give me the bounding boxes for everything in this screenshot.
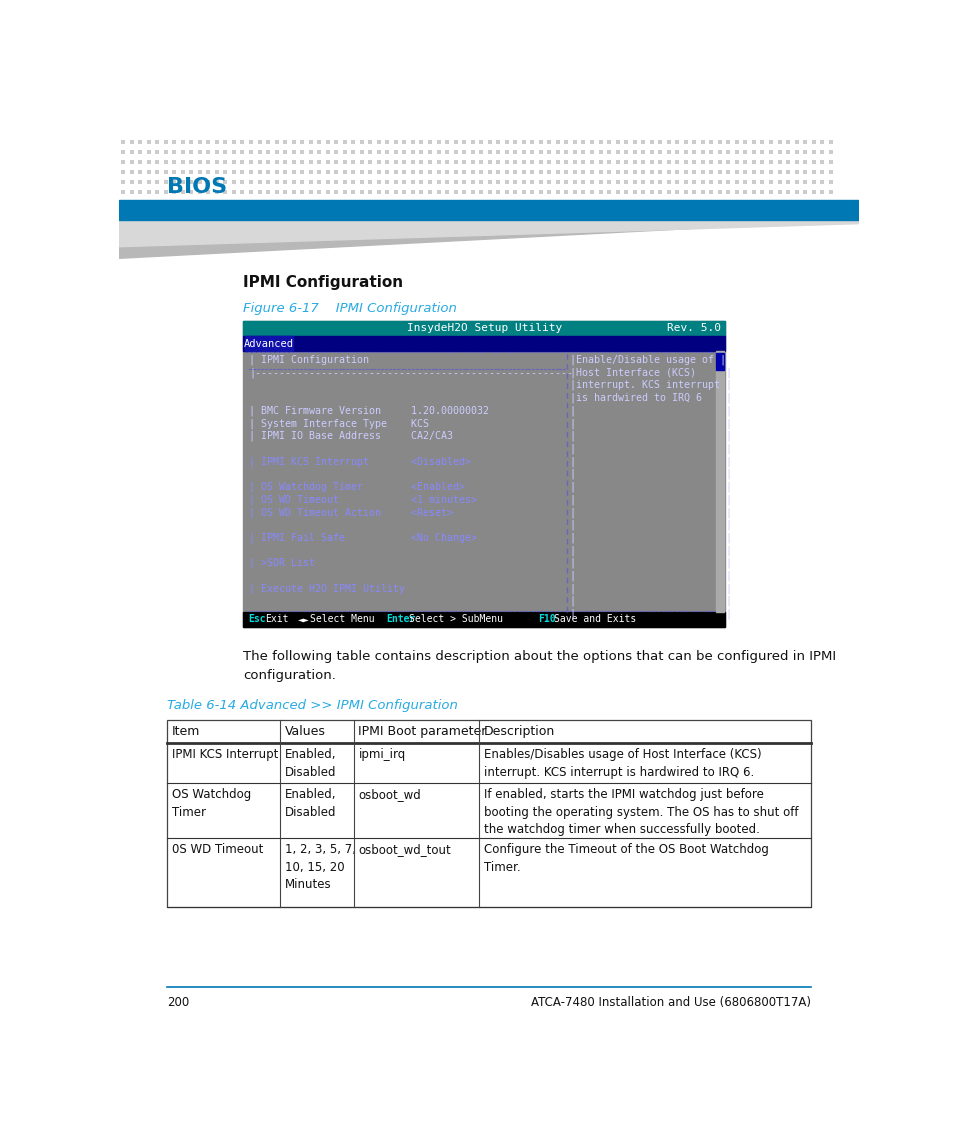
Text: |                         |: | |: [570, 583, 732, 594]
Bar: [716, 352, 723, 611]
Text: Item: Item: [172, 725, 200, 737]
Text: |                         |: | |: [570, 469, 732, 480]
Text: |                         |: | |: [570, 431, 732, 441]
Text: 1, 2, 3, 5, 7,
10, 15, 20
Minutes: 1, 2, 3, 5, 7, 10, 15, 20 Minutes: [284, 844, 355, 892]
Text: | IPMI Fail Safe           <No Change>: | IPMI Fail Safe <No Change>: [249, 532, 476, 543]
Text: Configure the Timeout of the OS Boot Watchdog
Timer.: Configure the Timeout of the OS Boot Wat…: [483, 844, 768, 874]
Text: Select Menu: Select Menu: [310, 615, 375, 624]
Bar: [243, 337, 724, 352]
Bar: [243, 611, 724, 627]
Text: |is hardwired to IRQ 6    |: |is hardwired to IRQ 6 |: [570, 393, 732, 403]
Text: Save and Exits: Save and Exits: [554, 615, 636, 624]
Text: IPMI KCS Interrupt: IPMI KCS Interrupt: [172, 748, 278, 761]
Polygon shape: [119, 220, 858, 259]
Text: BIOS: BIOS: [167, 177, 227, 197]
Text: |                         |: | |: [570, 443, 732, 453]
Text: Enabled,
Disabled: Enabled, Disabled: [284, 788, 335, 819]
Text: osboot_wd_tout: osboot_wd_tout: [358, 844, 451, 856]
Bar: [167, 719, 810, 907]
Text: If enabled, starts the IPMI watchdog just before
booting the operating system. T: If enabled, starts the IPMI watchdog jus…: [483, 788, 798, 836]
Text: |                         |: | |: [570, 495, 732, 505]
Text: | >SDR List: | >SDR List: [249, 558, 315, 568]
Text: |                         |: | |: [570, 545, 732, 555]
Text: Table 6-14 Advanced >> IPMI Configuration: Table 6-14 Advanced >> IPMI Configuratio…: [167, 700, 457, 712]
Text: |interrupt. KCS interrupt |: |interrupt. KCS interrupt |: [570, 380, 732, 390]
Text: Advanced: Advanced: [244, 339, 294, 349]
Text: | System Interface Type    KCS: | System Interface Type KCS: [249, 418, 429, 428]
Text: Enables/Disables usage of Host Interface (KCS)
interrupt. KCS interrupt is hardw: Enables/Disables usage of Host Interface…: [483, 748, 760, 779]
Text: 200: 200: [167, 996, 190, 1009]
Text: ipmi_irq: ipmi_irq: [358, 748, 405, 761]
Text: IPMI Configuration: IPMI Configuration: [243, 275, 403, 290]
Text: |Enable/Disable usage of |: |Enable/Disable usage of |: [570, 355, 725, 365]
Text: ATCA-7480 Installation and Use (6806800T17A): ATCA-7480 Installation and Use (6806800T…: [530, 996, 810, 1009]
Text: |                         |: | |: [570, 482, 732, 492]
Text: |-----------------------------------------------------: |---------------------------------------…: [249, 368, 573, 378]
Text: | IPMI IO Base Address     CA2/CA3: | IPMI IO Base Address CA2/CA3: [249, 431, 453, 441]
Text: Select > SubMenu: Select > SubMenu: [409, 615, 502, 624]
Text: | OS WD Timeout Action     <Reset>: | OS WD Timeout Action <Reset>: [249, 507, 453, 518]
Text: Enabled,
Disabled: Enabled, Disabled: [284, 748, 335, 779]
Text: | BMC Firmware Version     1.20.00000032: | BMC Firmware Version 1.20.00000032: [249, 405, 489, 416]
Bar: [243, 321, 724, 627]
Text: Figure 6-17    IPMI Configuration: Figure 6-17 IPMI Configuration: [243, 302, 456, 315]
Text: | IPMI KCS Interrupt       <Disabled>: | IPMI KCS Interrupt <Disabled>: [249, 456, 471, 467]
Bar: [245, 337, 293, 352]
Text: Values: Values: [284, 725, 325, 737]
Polygon shape: [119, 220, 858, 246]
Bar: [716, 353, 723, 370]
Text: OS Watchdog
Timer: OS Watchdog Timer: [172, 788, 251, 819]
Text: |                         |: | |: [570, 405, 732, 416]
Text: ◄►: ◄►: [298, 615, 310, 624]
Text: | Execute H2O IPMI Utility: | Execute H2O IPMI Utility: [249, 583, 405, 594]
Text: | OS Watchdog Timer        <Enabled>: | OS Watchdog Timer <Enabled>: [249, 482, 465, 492]
Text: |                         |: | |: [570, 507, 732, 518]
Text: | IPMI Configuration: | IPMI Configuration: [249, 355, 369, 365]
Text: |                         |: | |: [570, 570, 732, 581]
Text: |                         |: | |: [570, 418, 732, 428]
Text: osboot_wd: osboot_wd: [358, 788, 421, 802]
Text: |                         |: | |: [570, 558, 732, 568]
Text: |                         |: | |: [570, 595, 732, 607]
Text: Enter: Enter: [385, 615, 415, 624]
Text: |Host Interface (KCS)     |: |Host Interface (KCS) |: [570, 368, 732, 378]
Text: Esc: Esc: [248, 615, 265, 624]
Text: Exit: Exit: [265, 615, 288, 624]
Text: |                         |: | |: [570, 520, 732, 530]
Bar: [119, 199, 858, 220]
Text: InsydeH2O Setup Utility: InsydeH2O Setup Utility: [406, 323, 561, 333]
Text: 0S WD Timeout: 0S WD Timeout: [172, 844, 263, 856]
Text: |                         |: | |: [570, 609, 732, 619]
Text: F10: F10: [537, 615, 556, 624]
Text: IPMI Boot parameter: IPMI Boot parameter: [358, 725, 486, 737]
Text: |                         |: | |: [570, 532, 732, 543]
Text: |                         |: | |: [570, 456, 732, 467]
Text: | OS WD Timeout            <1 minutes>: | OS WD Timeout <1 minutes>: [249, 495, 476, 505]
Bar: [243, 321, 724, 337]
Text: Description: Description: [483, 725, 555, 737]
Text: The following table contains description about the options that can be configure: The following table contains description…: [243, 650, 836, 682]
Text: Rev. 5.0: Rev. 5.0: [666, 323, 720, 333]
